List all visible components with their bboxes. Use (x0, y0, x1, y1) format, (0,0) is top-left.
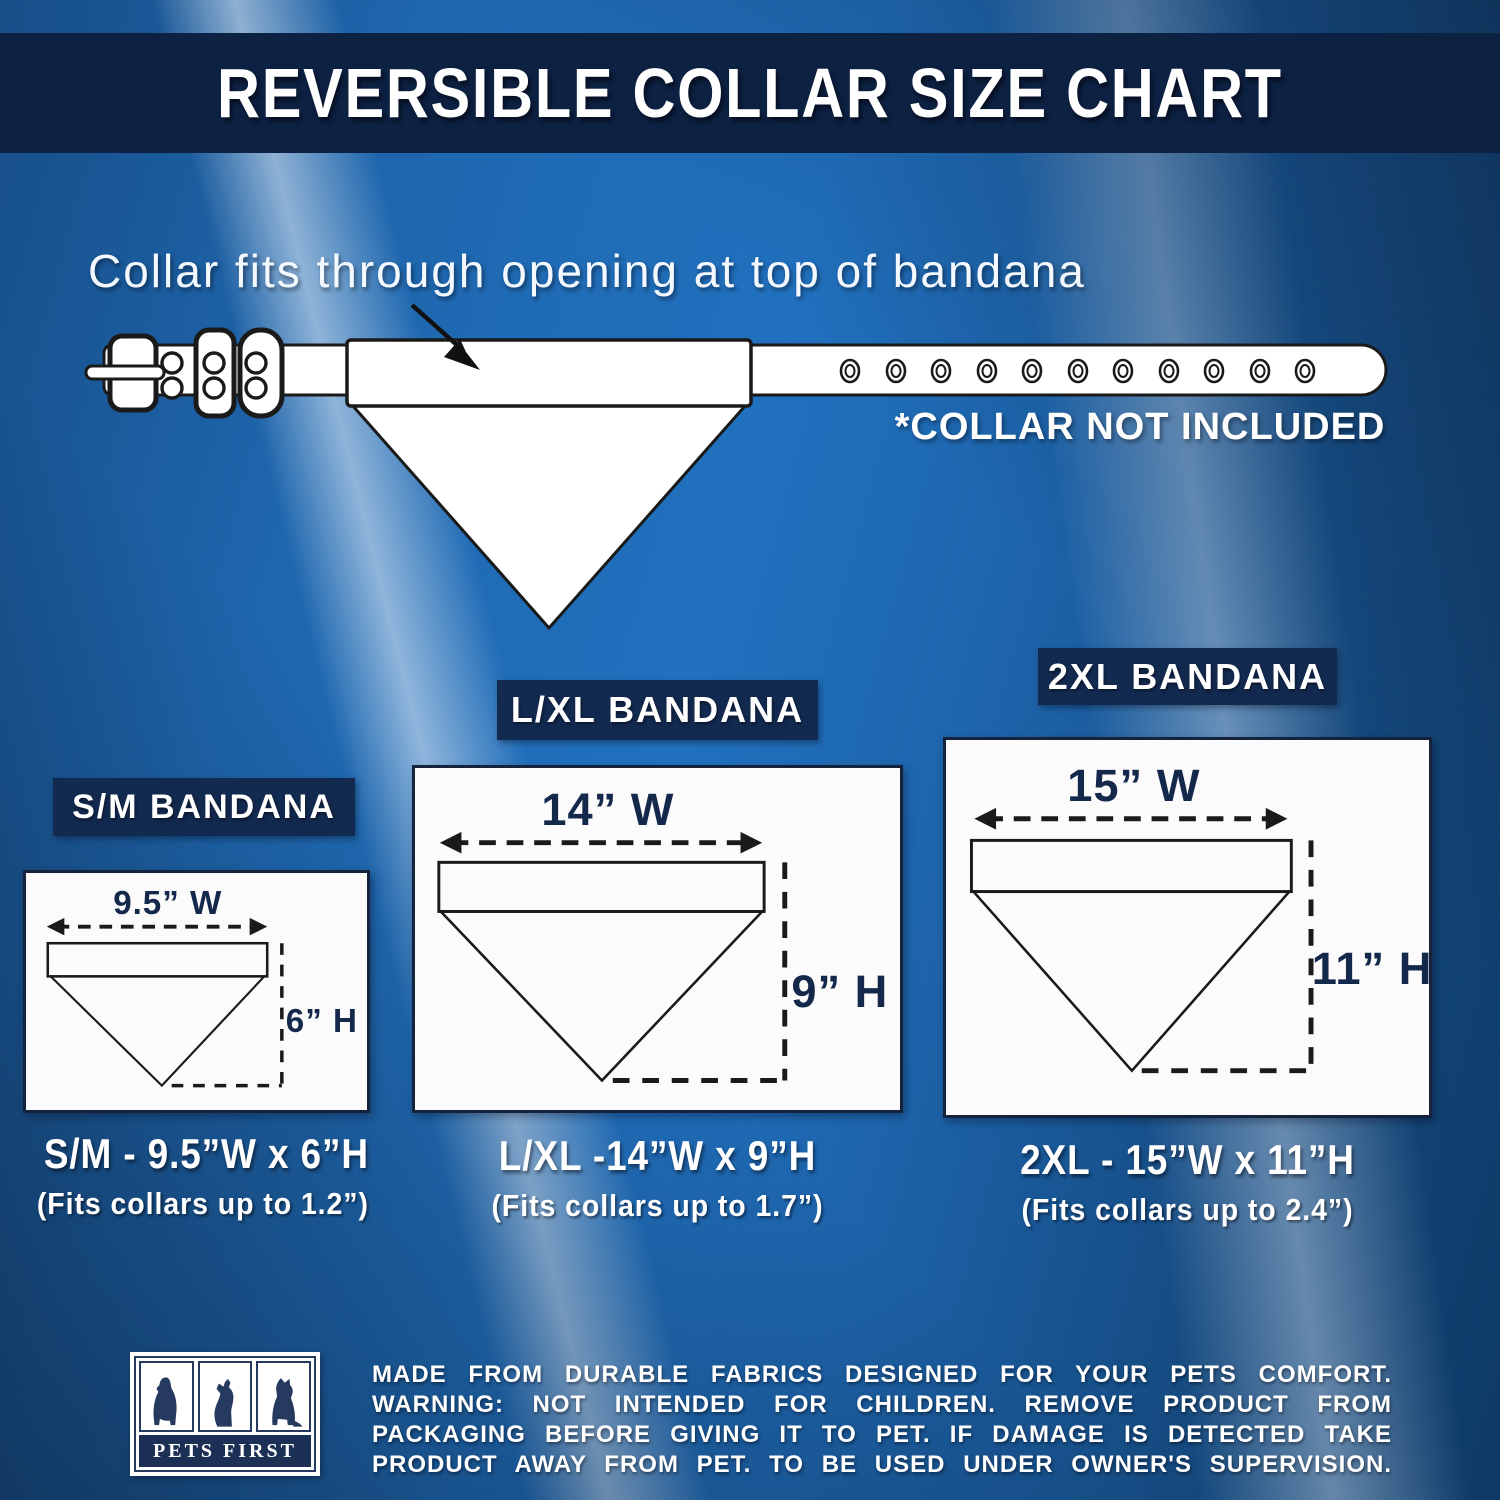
size-label-sm: S/M BANDANA (53, 778, 355, 836)
fits-note-lxl: (Fits collars up to 1.7”) (491, 1188, 824, 1223)
size-panel-2xl: 15” W 11” H (943, 737, 1432, 1118)
logo-dogs (139, 1361, 312, 1432)
width-label-sm: 9.5” W (113, 885, 222, 922)
fits-note-sm: (Fits collars up to 1.2”) (36, 1186, 369, 1221)
width-arrow-2xl (974, 807, 1288, 830)
width-arrow-sm (46, 917, 268, 936)
buckle-holes (160, 351, 268, 400)
triangle-2xl (970, 890, 1293, 1073)
band-sm (46, 941, 269, 978)
disclaimer-line: PRODUCT AWAY FROM PET. TO BE USED UNDER … (372, 1451, 1392, 1478)
disclaimer-line: PACKAGING BEFORE GIVING IT TO PET. IF DA… (372, 1421, 1392, 1448)
buckle (84, 327, 285, 419)
collar-illustration (84, 303, 1388, 631)
size-diagram-2xl: 15” W 11” H (969, 760, 1429, 1074)
collar-caption: Collar fits through opening at top of ba… (88, 245, 1086, 297)
bandana-opening-band (345, 338, 753, 408)
bandana-triangle (349, 404, 749, 631)
band-2xl (969, 838, 1293, 894)
height-label-2xl: 11” H (1312, 943, 1429, 994)
collar-note: *COLLAR NOT INCLUDED (894, 406, 1386, 448)
pointer-arrow (410, 303, 480, 370)
caption-2xl: 2XL - 15”W x 11”H (1020, 1136, 1355, 1183)
triangle-lxl (437, 910, 766, 1083)
size-label-lxl-text: L/XL BANDANA (510, 689, 805, 730)
dog-icon (197, 1361, 253, 1432)
width-arrow-lxl (439, 831, 763, 854)
band-lxl (437, 860, 766, 913)
pets-first-logo: PETS FIRST (130, 1352, 320, 1476)
height-label-lxl: 9” H (791, 966, 888, 1017)
width-label-2xl: 15” W (1067, 760, 1200, 811)
page-title: REVERSIBLE COLLAR SIZE CHART (217, 54, 1283, 132)
dog-icon (139, 1361, 194, 1432)
size-label-2xl-text: 2XL BANDANA (1047, 655, 1328, 697)
disclaimer-line: WARNING: NOT INTENDED FOR CHILDREN. REMO… (372, 1391, 1392, 1418)
disclaimer-line: MADE FROM DURABLE FABRICS DESIGNED FOR Y… (372, 1361, 1392, 1388)
height-label-sm: 6” H (286, 1003, 358, 1040)
size-label-2xl: 2XL BANDANA (1038, 648, 1337, 705)
size-diagram-sm: 9.5” W 6” H (46, 885, 358, 1088)
triangle-sm (48, 975, 267, 1088)
width-label-lxl: 14” W (541, 784, 674, 835)
strap-holes (839, 358, 1316, 384)
logo-wordmark: PETS FIRST (139, 1435, 311, 1467)
size-label-sm-text: S/M BANDANA (72, 787, 336, 826)
caption-sm: S/M - 9.5”W x 6”H (43, 1130, 369, 1177)
fits-note-2xl: (Fits collars up to 2.4”) (1021, 1192, 1354, 1227)
logo-frame: PETS FIRST (134, 1356, 316, 1472)
dog-icon (256, 1361, 312, 1432)
disclaimer: MADE FROM DURABLE FABRICS DESIGNED FOR Y… (372, 1360, 1392, 1480)
caption-lxl: L/XL -14”W x 9”H (498, 1132, 817, 1179)
size-panel-lxl: 14” W 9” H (412, 765, 903, 1113)
header-bar: REVERSIBLE COLLAR SIZE CHART (0, 33, 1500, 153)
size-label-lxl: L/XL BANDANA (497, 680, 818, 740)
size-panel-sm: 9.5” W 6” H (23, 870, 370, 1113)
size-diagram-lxl: 14” W 9” H (437, 784, 888, 1083)
